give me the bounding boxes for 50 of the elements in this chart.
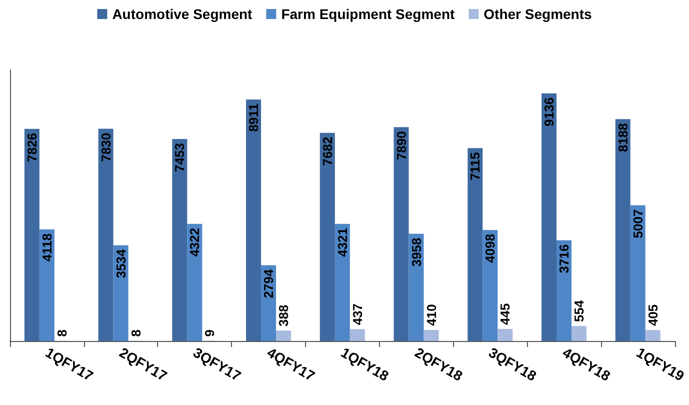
data-label: 4118 xyxy=(39,233,54,262)
bar xyxy=(320,132,335,341)
data-label: 3534 xyxy=(113,248,128,278)
bar xyxy=(246,100,262,341)
data-label: 8188 xyxy=(615,123,630,152)
data-label: 8 xyxy=(54,330,70,337)
data-label: 4098 xyxy=(482,234,498,263)
bar xyxy=(98,128,114,341)
bar xyxy=(276,330,292,341)
bar xyxy=(542,93,557,341)
data-label: 9 xyxy=(202,330,218,337)
legend-label: Automotive Segment xyxy=(112,6,253,22)
data-label: 7453 xyxy=(172,143,188,172)
bar xyxy=(572,326,587,341)
bar xyxy=(556,240,572,341)
bar xyxy=(615,119,630,341)
bar xyxy=(424,330,439,341)
data-label: 3716 xyxy=(556,244,572,274)
bar xyxy=(468,148,483,341)
data-label: 3958 xyxy=(408,238,424,267)
data-label: 2794 xyxy=(261,268,276,298)
data-label: 388 xyxy=(276,304,292,326)
bar xyxy=(394,127,409,341)
bar xyxy=(334,224,350,341)
data-label: 8 xyxy=(128,330,144,337)
legend-label: Other Segments xyxy=(484,6,592,22)
bar xyxy=(498,328,513,341)
data-label: 4321 xyxy=(334,228,350,257)
data-label: 9136 xyxy=(542,97,557,126)
bar xyxy=(24,128,40,341)
bar xyxy=(39,229,54,341)
data-label: 554 xyxy=(572,300,587,322)
bar xyxy=(172,139,188,341)
data-label: 437 xyxy=(350,303,365,326)
data-label: 7115 xyxy=(468,152,483,180)
data-label: 445 xyxy=(498,303,513,325)
data-label: 5007 xyxy=(630,209,646,238)
bar xyxy=(630,205,646,341)
bar xyxy=(350,329,365,341)
bar xyxy=(187,224,202,341)
data-label: 7682 xyxy=(320,136,335,166)
data-label: 7826 xyxy=(24,132,40,162)
data-label: 7890 xyxy=(394,131,409,160)
data-label: 405 xyxy=(645,304,660,326)
data-label: 8911 xyxy=(246,104,262,132)
data-label: 4322 xyxy=(187,228,202,257)
data-label: 410 xyxy=(424,304,439,326)
bar xyxy=(645,330,660,341)
data-label: 7830 xyxy=(98,132,114,162)
legend-label: Farm Equipment Segment xyxy=(281,6,456,22)
